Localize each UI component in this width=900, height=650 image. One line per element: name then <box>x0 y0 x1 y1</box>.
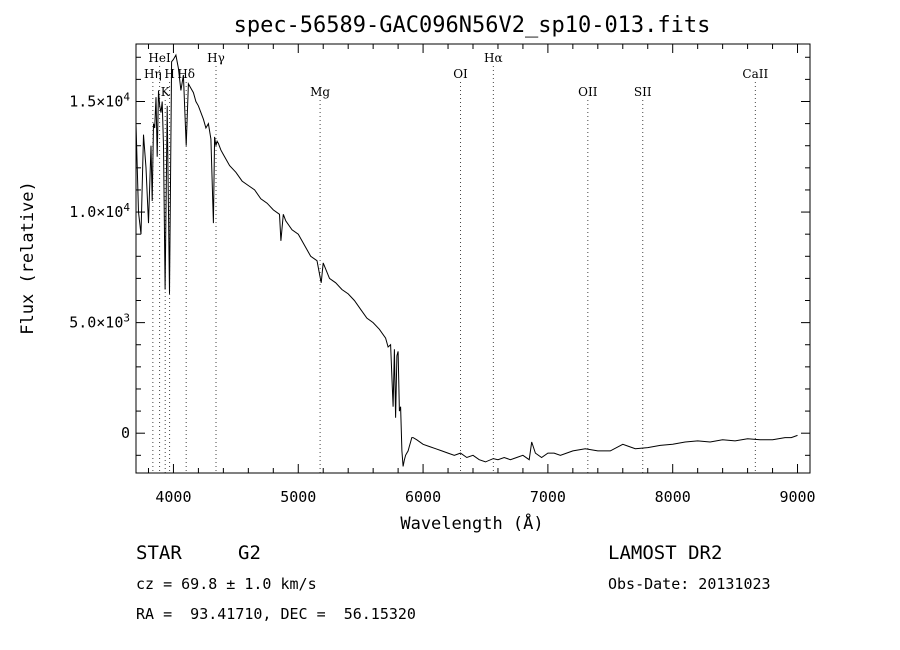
line-label-3: H <box>164 67 174 81</box>
y-tick-label: 0 <box>121 424 130 442</box>
line-label-11: CaII <box>742 67 768 81</box>
line-label-0: HeI <box>148 51 171 65</box>
spectral-line-markers: HeI Hη KH Hδ Hγ Mg OI Hα OII SII CaII <box>144 51 768 473</box>
chart-title: spec-56589-GAC096N56V2_sp10-013.fits <box>234 13 711 38</box>
y-axis-label: Flux (relative) <box>18 181 38 335</box>
spectrum-line <box>135 53 798 467</box>
y-tick-label: 5.0×103 <box>69 311 130 332</box>
line-label-8: Hα <box>484 51 503 65</box>
line-label-10: SII <box>634 85 652 99</box>
radec-text: RA = 93.41710, DEC = 56.15320 <box>136 605 416 623</box>
survey-name: LAMOST DR2 <box>608 542 723 564</box>
line-label-4: Hδ <box>177 67 195 81</box>
redshift-text: cz = 69.8 ± 1.0 km/s <box>136 575 317 593</box>
x-tick-label: 6000 <box>405 488 441 506</box>
x-tick-label: 7000 <box>530 488 566 506</box>
object-class: STAR <box>136 542 182 564</box>
line-label-2: K <box>161 85 171 99</box>
y-tick-label: 1.5×104 <box>69 90 130 111</box>
object-subclass: G2 <box>238 542 261 564</box>
line-label-6: Mg <box>310 85 330 99</box>
x-axis-label: Wavelength (Å) <box>400 512 543 534</box>
line-label-1: Hη <box>144 67 162 81</box>
line-label-9: OII <box>578 85 598 99</box>
x-tick-label: 4000 <box>155 488 191 506</box>
x-tick-label: 9000 <box>779 488 815 506</box>
obs-date: Obs-Date: 20131023 <box>608 575 771 593</box>
x-tick-label: 8000 <box>655 488 691 506</box>
plot-frame <box>135 43 811 474</box>
line-label-5: Hγ <box>207 51 225 65</box>
line-label-7: OI <box>453 67 468 81</box>
y-tick-label: 1.0×104 <box>69 201 130 222</box>
x-tick-label: 5000 <box>280 488 316 506</box>
axis-ticks: 4000 5000 6000 7000 8000 9000 0 5.0×103 1.0×104 1… <box>69 44 816 506</box>
